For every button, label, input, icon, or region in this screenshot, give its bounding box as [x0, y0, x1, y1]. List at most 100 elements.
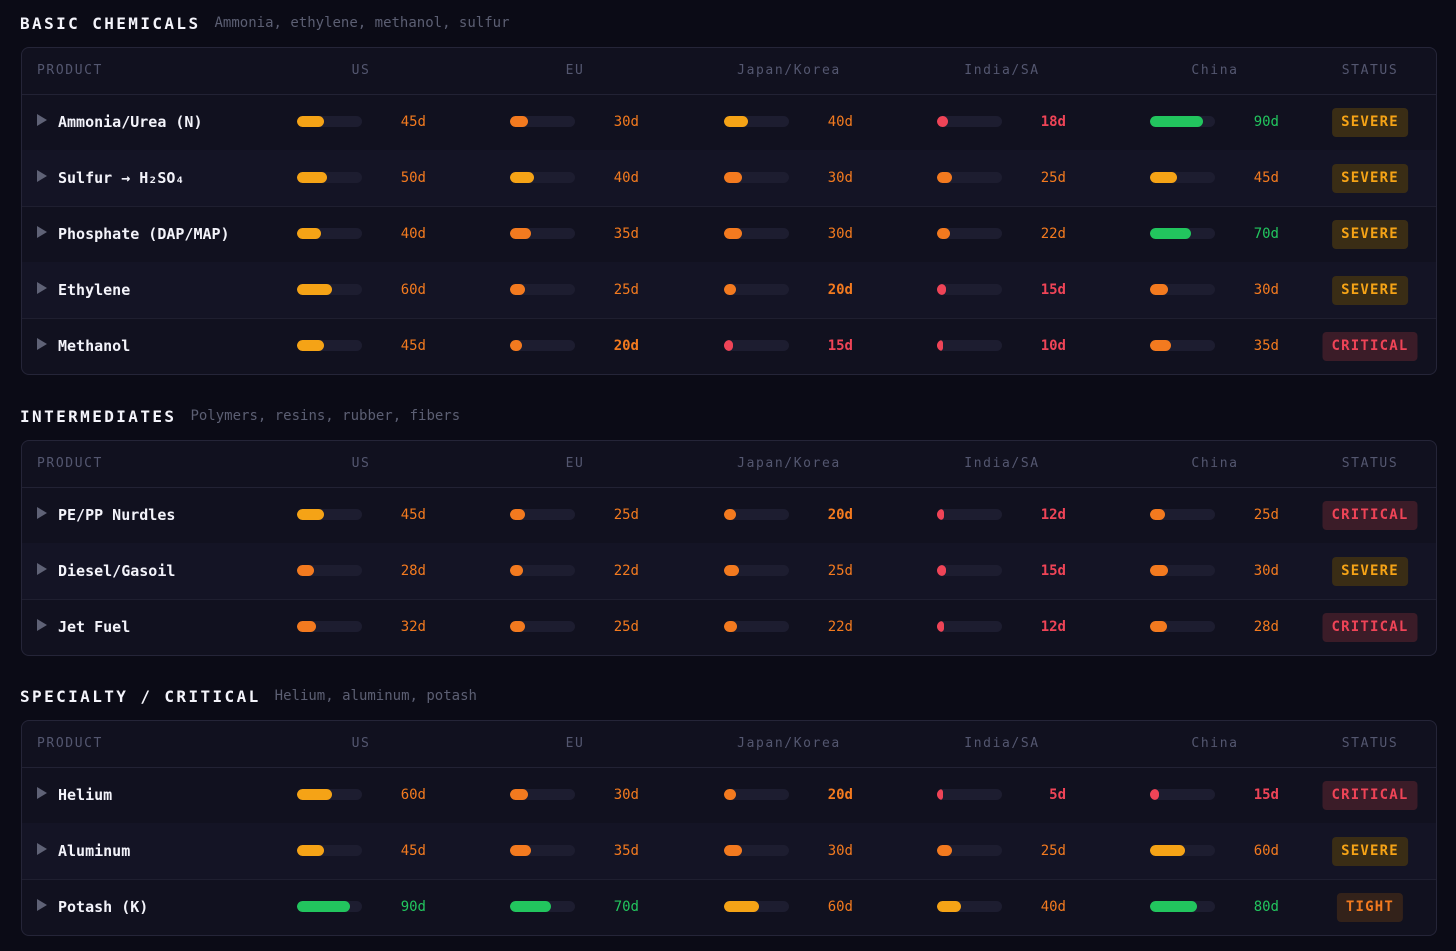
column-header-us: US: [351, 63, 371, 78]
supply-bar-japan-korea: [724, 509, 789, 520]
supply-bar-fill: [937, 228, 950, 239]
expand-arrow-icon[interactable]: [37, 619, 47, 631]
supply-bar-fill: [297, 509, 324, 520]
expand-arrow-icon[interactable]: [37, 114, 47, 126]
days-value-us: 40d: [400, 226, 426, 242]
supply-bar-fill: [510, 509, 525, 520]
table-row[interactable]: Potash (K) 90d 70d 60d 40d 80d TIGHT: [22, 879, 1436, 935]
supply-bar-fill: [937, 621, 944, 632]
expand-arrow-icon[interactable]: [37, 787, 47, 799]
column-header-china: China: [1191, 736, 1239, 751]
product-name: Ethylene: [58, 281, 131, 299]
expand-arrow-icon[interactable]: [37, 507, 47, 519]
status-badge: CRITICAL: [1322, 781, 1418, 810]
supply-bar-india-sa: [937, 789, 1002, 800]
expand-arrow-icon[interactable]: [37, 170, 47, 182]
days-value-india-sa: 10d: [1040, 338, 1066, 354]
product-name: Helium: [58, 786, 113, 804]
supply-bar-fill: [1150, 172, 1177, 183]
supply-bar-japan-korea: [724, 284, 789, 295]
days-value-eu: 40d: [613, 170, 639, 186]
supply-bar-fill: [937, 116, 948, 127]
supply-bar-fill: [1150, 789, 1159, 800]
product-name: Sulfur → H₂SO₄: [58, 169, 185, 187]
supply-bar-india-sa: [937, 621, 1002, 632]
expand-arrow-icon[interactable]: [37, 226, 47, 238]
supply-bar-fill: [1150, 845, 1185, 856]
supply-bar-fill: [724, 284, 736, 295]
supply-bar-fill: [510, 621, 525, 632]
supply-bar-eu: [510, 565, 575, 576]
status-badge: SEVERE: [1332, 557, 1408, 586]
days-value-china: 30d: [1253, 282, 1279, 298]
table-header: PRODUCT US EU Japan/Korea India/SA China STATU…: [22, 48, 1436, 95]
column-header-japan-korea: Japan/Korea: [737, 736, 841, 751]
supply-bar-eu: [510, 172, 575, 183]
supply-bar-india-sa: [937, 228, 1002, 239]
days-value-china: 25d: [1253, 507, 1279, 523]
product-table: PRODUCT US EU Japan/Korea India/SA China STATU…: [21, 47, 1437, 375]
supply-bar-china: [1150, 789, 1215, 800]
table-row[interactable]: Aluminum 45d 35d 30d 25d 60d SEVERE: [22, 823, 1436, 880]
table-row[interactable]: Helium 60d 30d 20d 5d 15d CRITICAL: [22, 767, 1436, 824]
supply-bar-eu: [510, 789, 575, 800]
expand-arrow-icon[interactable]: [37, 843, 47, 855]
supply-bar-fill: [724, 340, 733, 351]
days-value-japan-korea: 60d: [827, 899, 853, 915]
table-row[interactable]: Ammonia/Urea (N) 45d 30d 40d 18d 90d SEVERE: [22, 94, 1436, 151]
product-table: PRODUCT US EU Japan/Korea India/SA China STATU…: [21, 720, 1437, 936]
table-row[interactable]: PE/PP Nurdles 45d 25d 20d 12d 25d CRITICAL: [22, 487, 1436, 544]
table-row[interactable]: Sulfur → H₂SO₄ 50d 40d 30d 25d 45d SEVERE: [22, 150, 1436, 207]
column-header-china: China: [1191, 63, 1239, 78]
expand-arrow-icon[interactable]: [37, 282, 47, 294]
column-header-eu: EU: [565, 736, 585, 751]
column-header-status: STATUS: [1341, 456, 1399, 471]
supply-bar-eu: [510, 116, 575, 127]
supply-bar-eu: [510, 228, 575, 239]
table-row[interactable]: Methanol 45d 20d 15d 10d 35d CRITICAL: [22, 318, 1436, 374]
days-value-india-sa: 15d: [1040, 563, 1066, 579]
supply-bar-us: [297, 340, 362, 351]
supply-bar-fill: [724, 845, 742, 856]
table-header: PRODUCT US EU Japan/Korea India/SA China STATU…: [22, 721, 1436, 768]
days-value-japan-korea: 15d: [827, 338, 853, 354]
supply-bar-eu: [510, 845, 575, 856]
supply-bar-us: [297, 284, 362, 295]
days-value-eu: 30d: [613, 787, 639, 803]
days-value-china: 45d: [1253, 170, 1279, 186]
days-value-us: 60d: [400, 282, 426, 298]
product-name: Methanol: [58, 337, 131, 355]
expand-arrow-icon[interactable]: [37, 563, 47, 575]
supply-bar-us: [297, 228, 362, 239]
expand-arrow-icon[interactable]: [37, 899, 47, 911]
supply-bar-fill: [937, 789, 943, 800]
column-header-japan-korea: Japan/Korea: [737, 456, 841, 471]
status-badge: SEVERE: [1332, 220, 1408, 249]
supply-bar-fill: [297, 284, 332, 295]
table-row[interactable]: Phosphate (DAP/MAP) 40d 35d 30d 22d 70d SEVERE: [22, 206, 1436, 263]
column-header-product: PRODUCT: [37, 736, 103, 751]
supply-bar-fill: [510, 228, 531, 239]
supply-bar-fill: [510, 340, 522, 351]
supply-bar-india-sa: [937, 845, 1002, 856]
status-badge: SEVERE: [1332, 108, 1408, 137]
expand-arrow-icon[interactable]: [37, 338, 47, 350]
supply-bar-us: [297, 621, 362, 632]
days-value-china: 35d: [1253, 338, 1279, 354]
table-row[interactable]: Ethylene 60d 25d 20d 15d 30d SEVERE: [22, 262, 1436, 319]
supply-bar-fill: [724, 901, 759, 912]
supply-bar-us: [297, 901, 362, 912]
status-badge: CRITICAL: [1322, 501, 1418, 530]
table-row[interactable]: Diesel/Gasoil 28d 22d 25d 15d 30d SEVERE: [22, 543, 1436, 600]
supply-bar-fill: [297, 340, 324, 351]
days-value-japan-korea: 30d: [827, 843, 853, 859]
status-badge: SEVERE: [1332, 837, 1408, 866]
supply-bar-china: [1150, 228, 1215, 239]
table-header: PRODUCT US EU Japan/Korea India/SA China STATU…: [22, 441, 1436, 488]
days-value-japan-korea: 22d: [827, 619, 853, 635]
table-row[interactable]: Jet Fuel 32d 25d 22d 12d 28d CRITICAL: [22, 599, 1436, 655]
supply-bar-fill: [297, 228, 321, 239]
supply-bar-fill: [724, 789, 736, 800]
days-value-japan-korea: 40d: [827, 114, 853, 130]
supply-bar-fill: [1150, 228, 1191, 239]
